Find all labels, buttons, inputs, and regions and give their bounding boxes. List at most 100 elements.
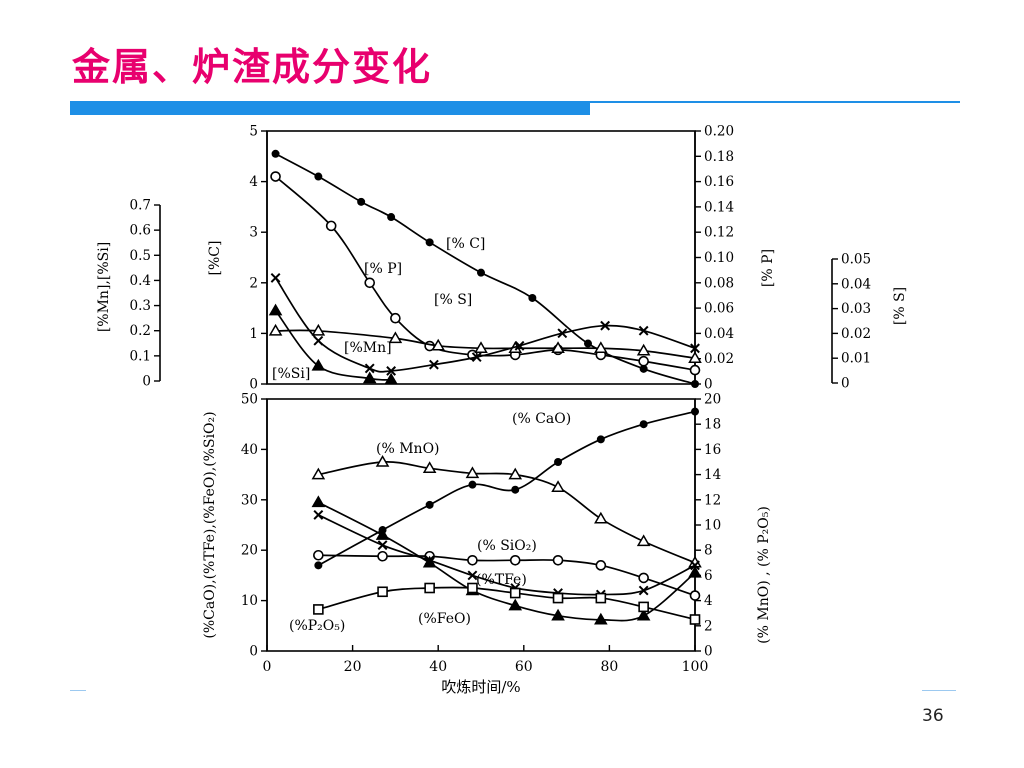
slag-right-axis-tick-label: 4	[704, 593, 713, 609]
data-point-p	[390, 312, 401, 324]
data-point-feo	[594, 612, 608, 625]
series-line-p	[274, 175, 696, 371]
data-point-s	[551, 341, 565, 354]
data-point-mno	[375, 455, 390, 467]
mn-si-axis-tick-label: 0.3	[130, 298, 151, 314]
x-axis-tick-label: 20	[344, 659, 362, 675]
phosphorus-axis-tick-label: 0.18	[704, 149, 734, 165]
data-point-sio	[595, 560, 607, 571]
data-point-tfe-stroke-b	[313, 510, 324, 520]
data-point-c	[387, 213, 396, 222]
data-point-mno	[465, 466, 480, 479]
data-point-mn-stroke-b	[364, 363, 375, 374]
data-point-sio	[689, 590, 701, 601]
slide-title: 金属、炉渣成分变化	[72, 45, 433, 89]
data-point-c	[584, 339, 592, 348]
sulfur-axis-tick-label: 0.05	[841, 252, 871, 268]
data-point-p	[325, 220, 337, 232]
data-point-tfe	[377, 540, 388, 551]
mn-si-axis-label: [%Mn],[%Si]	[96, 242, 112, 332]
title-underline-thin	[590, 101, 960, 103]
x-axis-tick-label: 60	[515, 659, 533, 675]
data-point-tfe	[313, 510, 324, 520]
series-label-mn: [%Mn]	[344, 340, 392, 356]
series-s: [% S]	[268, 292, 702, 363]
sulfur-axis-label: [% S]	[892, 287, 908, 325]
series-mn: [%Mn]	[270, 273, 700, 376]
slag-right-axis-tick-label: 2	[704, 618, 713, 634]
mn-si-axis-tick-label: 0.4	[130, 273, 151, 289]
data-point-s	[268, 323, 283, 336]
data-point-mn-stroke-b	[386, 366, 397, 376]
mn-si-axis-tick-label: 0	[142, 374, 151, 390]
phosphorus-axis-tick-label: 0.16	[704, 174, 734, 190]
data-point-p-o	[424, 582, 435, 594]
data-point-p-o	[638, 601, 649, 613]
data-point-sio	[509, 554, 521, 566]
data-point-p	[270, 171, 281, 182]
data-point-c	[314, 172, 323, 181]
data-point-mn	[270, 273, 281, 283]
data-point-c	[477, 268, 485, 277]
data-point-mn	[386, 366, 397, 376]
slag-left-axis-tick-label: 0	[249, 644, 258, 660]
slag-right-axis-tick-label: 18	[704, 417, 721, 433]
series-label-c: [% C]	[446, 236, 485, 252]
series-line-s	[275, 329, 696, 360]
slag-right-axis-tick-label: 20	[704, 392, 721, 408]
data-point-mn	[638, 325, 649, 336]
data-point-p-o	[552, 592, 564, 604]
data-point-p	[364, 277, 376, 289]
data-point-mn-stroke-b	[557, 328, 568, 339]
data-point-p-o	[377, 586, 388, 598]
data-point-p-o	[509, 587, 521, 599]
slag-right-axis-label: (% MnO) , (% P₂O₅)	[756, 506, 772, 644]
data-point-c	[425, 238, 434, 247]
slag-right-axis-tick-label: 8	[704, 543, 713, 559]
data-point-mn-stroke-b	[429, 359, 439, 370]
data-point-sio	[467, 554, 478, 566]
data-point-sio	[552, 554, 564, 566]
mn-si-axis-tick-label: 0.1	[130, 348, 151, 364]
data-point-mn	[514, 340, 525, 351]
series-label-si: [%Si]	[272, 366, 310, 382]
data-point-si	[362, 371, 377, 384]
carbon-axis-tick-label: 1	[249, 326, 258, 342]
x-axis-label: 吹炼时间/%	[441, 678, 520, 696]
data-point-s	[311, 323, 326, 336]
data-point-feo	[375, 528, 390, 540]
series-label-feo: (%FeO)	[418, 611, 471, 627]
data-point-mno	[311, 467, 326, 480]
sulfur-axis-tick-label: 0.04	[841, 276, 871, 292]
data-point-mno	[422, 461, 437, 474]
carbon-axis-tick-label: 2	[249, 275, 258, 291]
data-point-mn	[690, 343, 700, 354]
data-point-cao	[468, 480, 477, 489]
series-tfe: (%TFe)	[313, 510, 700, 600]
phosphorus-axis-label: [% P]	[760, 249, 776, 287]
footer-divider-right	[922, 690, 956, 691]
data-point-s	[388, 331, 403, 344]
sulfur-axis-tick-label: 0	[841, 376, 850, 392]
data-point-cao	[639, 420, 648, 429]
data-point-mn	[313, 335, 324, 346]
mn-si-axis-tick-label: 0.5	[130, 248, 151, 264]
series-line-si	[274, 310, 392, 381]
sulfur-axis-tick-label: 0.01	[841, 351, 871, 367]
carbon-axis-tick-label: 4	[249, 174, 258, 190]
carbon-axis-tick-label: 0	[249, 377, 258, 393]
slag-right-axis-tick-label: 12	[704, 492, 721, 508]
sulfur-axis-tick-label: 0.03	[841, 301, 871, 317]
mn-si-axis-tick-label: 0.7	[130, 198, 151, 214]
data-point-sio	[313, 549, 324, 561]
phosphorus-axis-tick-label: 0.06	[704, 301, 734, 317]
data-point-cao	[511, 485, 520, 494]
data-point-mn	[364, 363, 375, 374]
phosphorus-axis-tick-label: 0	[704, 377, 713, 393]
phosphorus-axis-tick-label: 0.14	[704, 199, 734, 215]
data-point-mno	[508, 467, 523, 480]
data-point-mno	[636, 534, 651, 547]
data-point-tfe	[690, 560, 700, 571]
data-point-c	[271, 149, 280, 158]
